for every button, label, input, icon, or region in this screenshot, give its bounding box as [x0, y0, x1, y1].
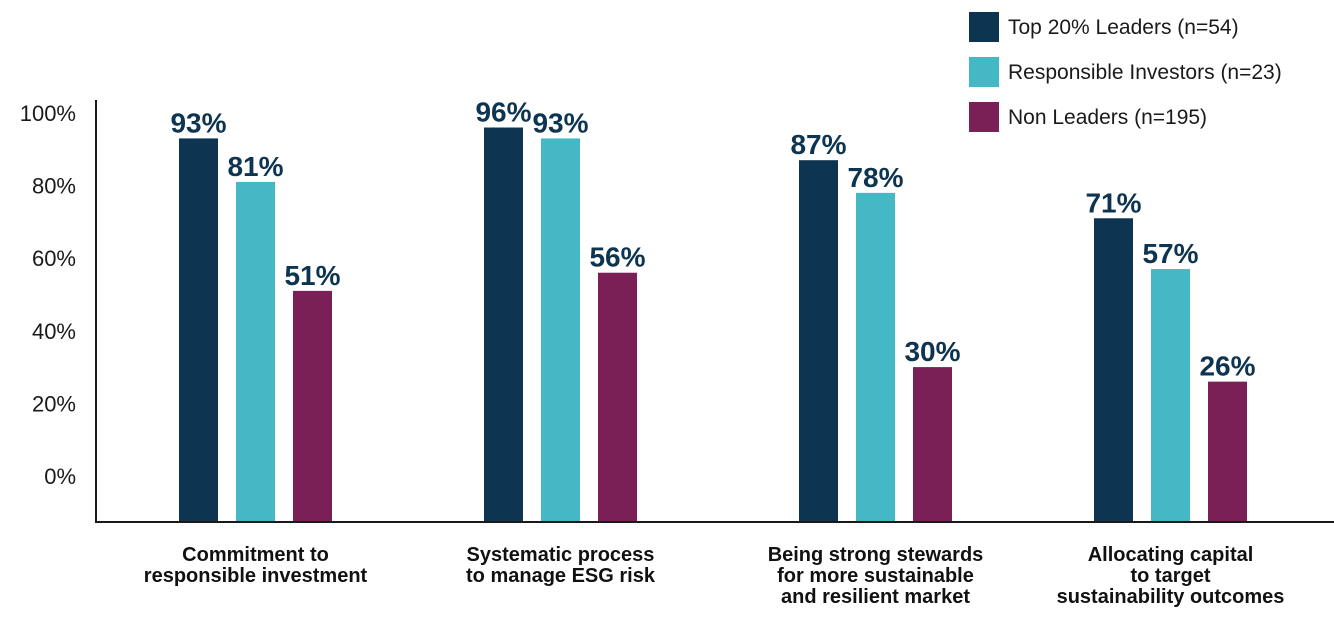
x-category-label: Systematic process: [467, 544, 655, 566]
x-category-label: responsible investment: [144, 565, 368, 587]
y-tick-label: 20%: [32, 391, 76, 416]
bar: [598, 272, 637, 522]
data-label: 26%: [1199, 351, 1255, 382]
data-label: 87%: [790, 129, 846, 160]
data-label: 78%: [847, 162, 903, 193]
data-label: 93%: [170, 107, 226, 138]
x-category-label: and resilient market: [781, 586, 970, 608]
bar: [799, 160, 838, 522]
bar: [541, 138, 580, 522]
y-tick-label: 40%: [32, 319, 76, 344]
data-label: 93%: [532, 107, 588, 138]
legend-label: Responsible Investors (n=23): [1008, 61, 1282, 84]
bar: [236, 181, 275, 522]
x-category-label: Being strong stewards: [768, 544, 984, 566]
data-label: 56%: [589, 242, 645, 273]
bar: [293, 290, 332, 522]
x-category-label: to target: [1131, 565, 1211, 587]
data-label: 57%: [1142, 238, 1198, 269]
y-tick-label: 60%: [32, 246, 76, 271]
data-label: 96%: [475, 97, 531, 128]
y-tick-label: 100%: [20, 101, 76, 126]
bars: [179, 127, 1247, 523]
data-label: 30%: [904, 336, 960, 367]
bar: [179, 138, 218, 522]
x-category-label: Allocating capital: [1088, 544, 1254, 566]
y-tick-label: 0%: [44, 464, 76, 489]
bar: [1094, 218, 1133, 522]
legend-label: Top 20% Leaders (n=54): [1008, 16, 1239, 39]
legend-swatch: [969, 57, 999, 87]
y-axis-ticks: 0% 20% 40% 60% 80% 100%: [20, 101, 76, 489]
x-category-label: to manage ESG risk: [466, 565, 656, 587]
legend-swatch: [969, 12, 999, 42]
legend-label: Non Leaders (n=195): [1008, 106, 1207, 129]
legend-swatch: [969, 102, 999, 132]
bar: [1208, 381, 1247, 522]
data-label: 51%: [284, 260, 340, 291]
data-label: 71%: [1085, 187, 1141, 218]
data-label: 81%: [227, 151, 283, 182]
bar: [1151, 269, 1190, 522]
y-tick-label: 80%: [32, 174, 76, 199]
value-labels: 93% 96%87%71%81%93%78%57%51%56%30% 26%: [170, 97, 1255, 382]
x-category-label: Commitment to: [182, 544, 329, 566]
x-category-label: for more sustainable: [777, 565, 974, 587]
bar: [913, 367, 952, 522]
legend: Top 20% Leaders (n=54) Responsible Invest…: [969, 12, 1282, 132]
x-category-label: sustainability outcomes: [1057, 586, 1285, 608]
bar: [484, 127, 523, 523]
bar: [856, 192, 895, 523]
